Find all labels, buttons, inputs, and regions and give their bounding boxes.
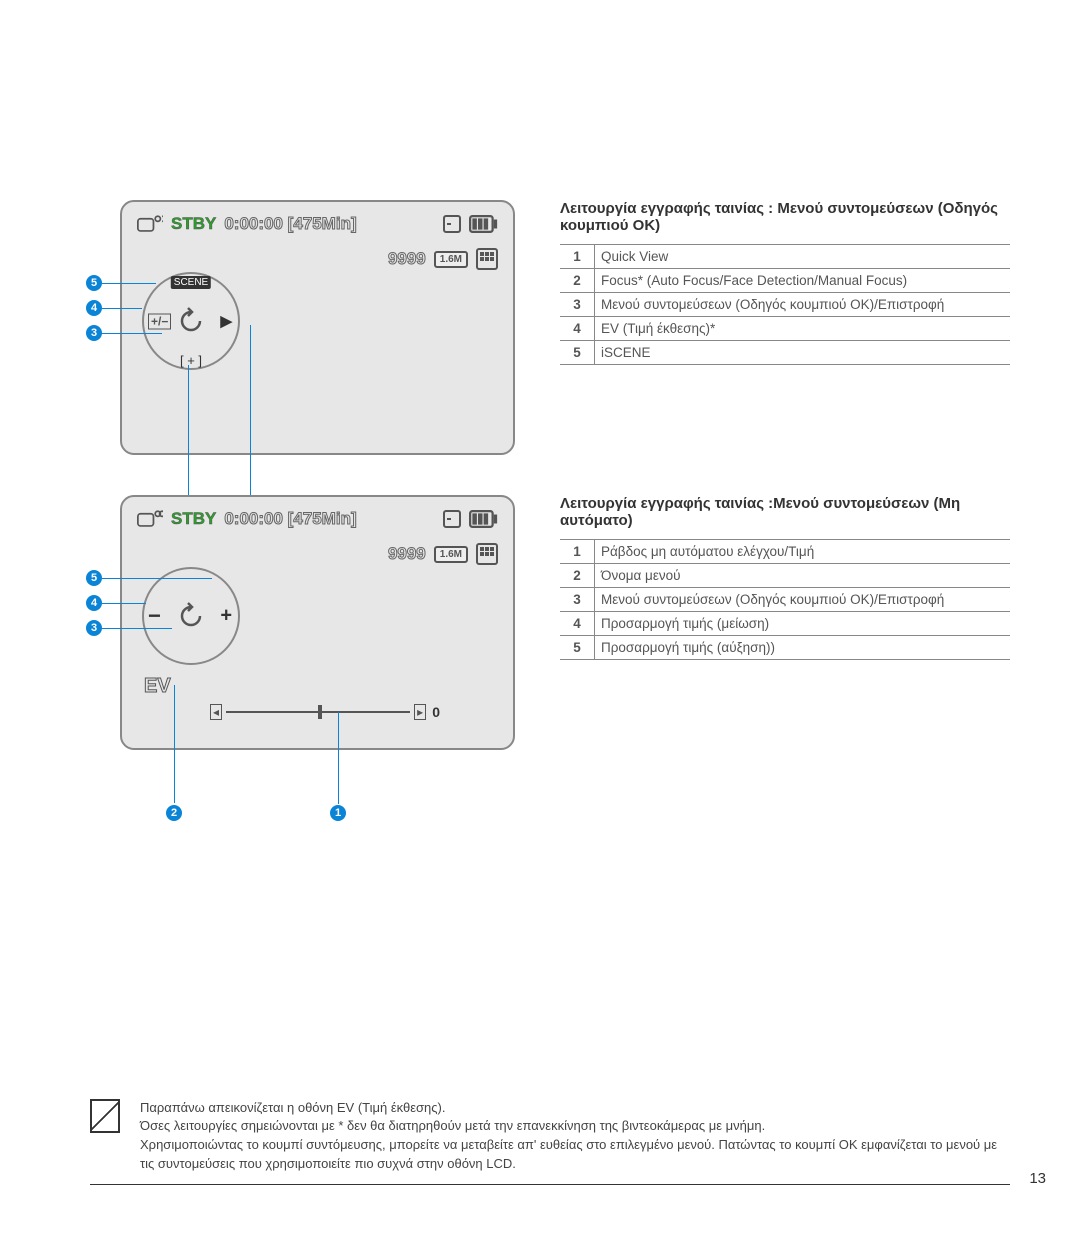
pin-5: 5	[86, 275, 102, 291]
pin-3: 3	[86, 620, 102, 636]
megapixel-badge: 1.6M	[434, 546, 468, 563]
pin-4: 4	[86, 300, 102, 316]
iscene-icon: SCENE	[171, 276, 211, 289]
timecode: 0:00:00 [475Min]	[224, 509, 356, 529]
right-arrow-icon: ▸	[414, 704, 426, 720]
camera-screen-1: STBY 0:00:00 [475Min] 9999 1.6M SCENE +/…	[120, 200, 515, 455]
focus-bracket-icon: [ + ]	[180, 353, 202, 368]
left-arrow-icon: ◂	[210, 704, 222, 720]
callouts-2-bottom: 2 1	[90, 750, 520, 840]
shot-counter: 9999	[388, 544, 426, 564]
note-icon	[90, 1099, 120, 1133]
pin-5: 5	[86, 570, 102, 586]
battery-icon	[469, 215, 498, 233]
card-icon	[443, 510, 461, 528]
play-icon: ▶	[220, 312, 232, 330]
plus-icon: +	[220, 605, 232, 628]
pin-3: 3	[86, 325, 102, 341]
note-item: Παραπάνω απεικονίζεται η οθόνη EV (Τιμή …	[140, 1099, 1010, 1118]
dpad: SCENE +/− ▶ [ + ]	[142, 272, 240, 370]
legend-table-2: 1Ράβδος μη αυτόματου ελέγχου/Τιμή 2Όνομα…	[560, 539, 1010, 660]
ev-label: EV	[144, 675, 171, 698]
section-2: STBY 0:00:00 [475Min] 9999 1.6M − + EV	[90, 495, 1010, 750]
page-number: 13	[1029, 1170, 1046, 1187]
camera-screen-2: STBY 0:00:00 [475Min] 9999 1.6M − + EV	[120, 495, 515, 750]
note-item: Χρησιμοποιώντας το κουμπί συντόμευσης, μ…	[140, 1136, 1010, 1174]
return-icon	[174, 599, 208, 633]
thumbnail-grid-icon	[476, 543, 498, 565]
shot-counter: 9999	[388, 249, 426, 269]
card-icon	[443, 215, 461, 233]
thumbnail-grid-icon	[476, 248, 498, 270]
pin-2: 2	[166, 805, 182, 821]
camera-icon	[137, 214, 163, 234]
legend-table-1: 1Quick View 2Focus* (Auto Focus/Face Det…	[560, 244, 1010, 365]
minus-icon: −	[148, 603, 161, 629]
megapixel-badge: 1.6M	[434, 251, 468, 268]
section2-title: Λειτουργία εγγραφής ταινίας :Μενού συντο…	[560, 495, 1010, 529]
pin-4: 4	[86, 595, 102, 611]
note-item: Όσες λειτουργίες σημειώνονται με * δεν θ…	[140, 1117, 1010, 1136]
section1-title: Λειτουργία εγγραφής ταινίας : Μενού συντ…	[560, 200, 1010, 234]
ev-value: 0	[432, 704, 440, 720]
section-1: STBY 0:00:00 [475Min] 9999 1.6M SCENE +/…	[90, 200, 1010, 455]
stby-label: STBY	[171, 509, 216, 529]
dpad: − +	[142, 567, 240, 665]
pin-1: 1	[330, 805, 346, 821]
return-icon	[174, 304, 208, 338]
notes: Παραπάνω απεικονίζεται η οθόνη EV (Τιμή …	[90, 1099, 1010, 1185]
ev-icon: +/−	[148, 314, 171, 330]
stby-label: STBY	[171, 214, 216, 234]
battery-icon	[469, 510, 498, 528]
ev-slider: ◂ ▸ 0	[210, 705, 440, 719]
camera-icon	[137, 509, 163, 529]
timecode: 0:00:00 [475Min]	[224, 214, 356, 234]
